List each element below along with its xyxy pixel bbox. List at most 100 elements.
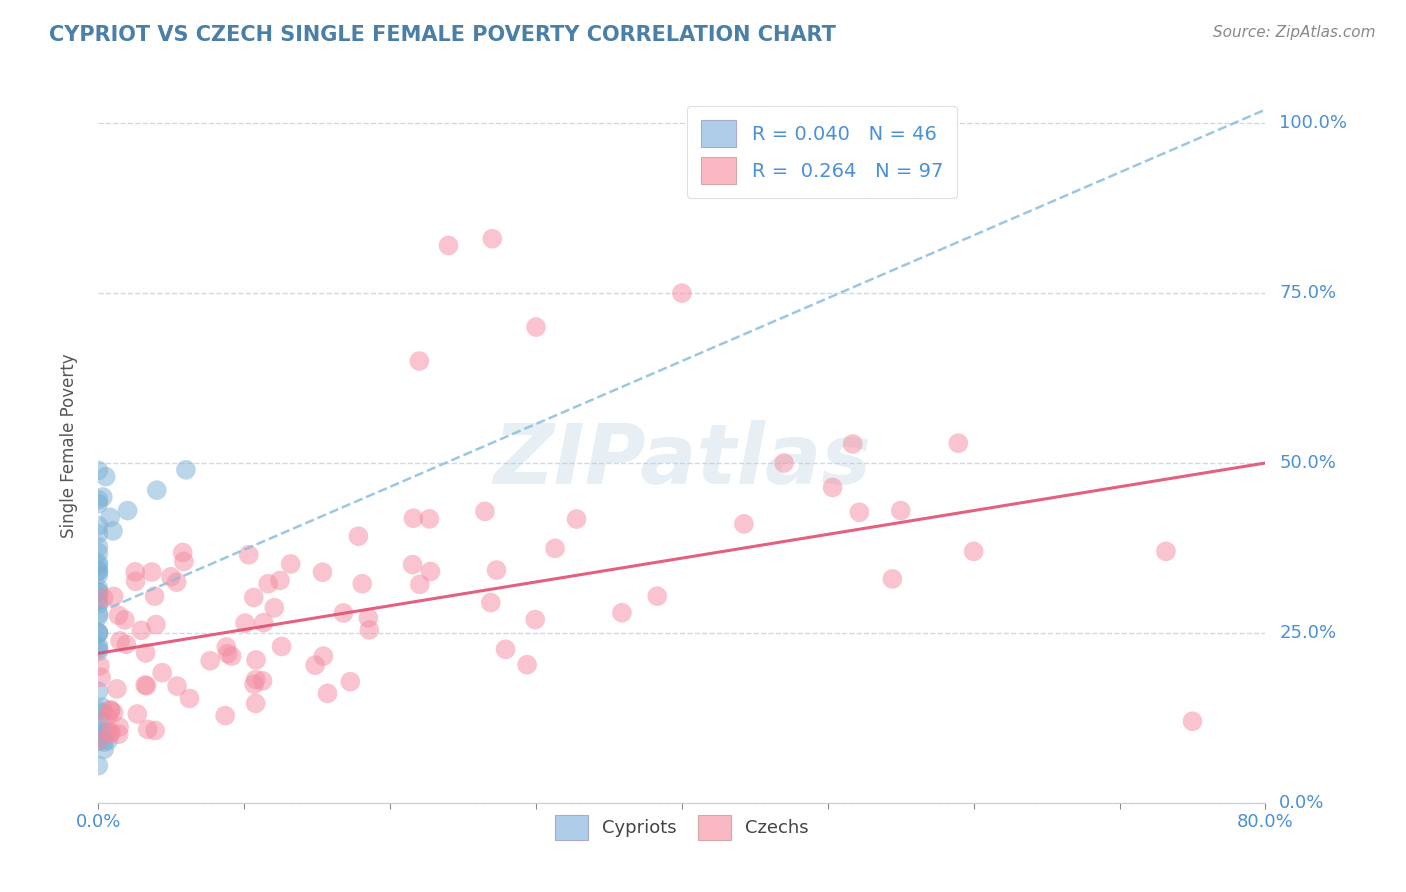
- Point: [87, 540, 110, 554]
- Point: [304, 658, 326, 673]
- Point: [419, 565, 441, 579]
- Point: [114, 613, 136, 627]
- Point: [93, 735, 115, 749]
- Text: 25.0%: 25.0%: [1279, 624, 1337, 642]
- Point: [107, 727, 129, 741]
- Point: [98, 510, 121, 524]
- Point: [101, 524, 124, 538]
- Point: [565, 512, 588, 526]
- Point: [87, 497, 110, 511]
- Point: [145, 617, 167, 632]
- Point: [87, 585, 110, 599]
- Point: [87, 518, 110, 533]
- Point: [280, 557, 302, 571]
- Point: [263, 600, 285, 615]
- Text: ZIPatlas: ZIPatlas: [494, 420, 870, 500]
- Point: [91, 490, 114, 504]
- Point: [198, 654, 221, 668]
- Point: [87, 703, 110, 717]
- Point: [408, 354, 430, 368]
- Point: [821, 480, 844, 494]
- Point: [100, 726, 122, 740]
- Point: [316, 686, 339, 700]
- Point: [108, 720, 131, 734]
- Point: [136, 723, 159, 737]
- Point: [96, 709, 118, 723]
- Point: [87, 585, 110, 599]
- Point: [87, 625, 110, 640]
- Point: [87, 591, 110, 605]
- Point: [87, 641, 110, 656]
- Text: 50.0%: 50.0%: [1279, 454, 1336, 472]
- Point: [773, 456, 796, 470]
- Point: [91, 706, 114, 720]
- Point: [87, 558, 110, 573]
- Legend: Cypriots, Czechs: Cypriots, Czechs: [548, 807, 815, 847]
- Point: [103, 590, 125, 604]
- Point: [257, 576, 280, 591]
- Point: [841, 437, 863, 451]
- Point: [93, 591, 115, 605]
- Point: [359, 623, 381, 637]
- Point: [87, 733, 110, 747]
- Point: [166, 575, 188, 590]
- Point: [87, 564, 110, 578]
- Point: [97, 733, 120, 747]
- Point: [215, 640, 238, 654]
- Point: [87, 607, 110, 622]
- Point: [409, 577, 432, 591]
- Point: [245, 653, 267, 667]
- Point: [479, 596, 502, 610]
- Point: [339, 674, 361, 689]
- Point: [124, 574, 146, 589]
- Point: [357, 611, 380, 625]
- Point: [124, 565, 146, 579]
- Point: [134, 678, 156, 692]
- Point: [245, 673, 267, 687]
- Point: [238, 548, 260, 562]
- Point: [179, 691, 201, 706]
- Point: [87, 758, 110, 772]
- Point: [402, 511, 425, 525]
- Point: [882, 572, 904, 586]
- Point: [311, 566, 333, 580]
- Point: [242, 591, 264, 605]
- Point: [890, 503, 912, 517]
- Point: [645, 589, 668, 603]
- Point: [127, 706, 149, 721]
- Point: [90, 670, 112, 684]
- Point: [107, 608, 129, 623]
- Point: [87, 526, 110, 541]
- Point: [312, 649, 335, 664]
- Point: [87, 625, 110, 640]
- Point: [524, 320, 547, 334]
- Point: [243, 677, 266, 691]
- Point: [481, 232, 503, 246]
- Point: [150, 665, 173, 680]
- Point: [143, 723, 166, 738]
- Point: [1154, 544, 1177, 558]
- Point: [221, 649, 243, 664]
- Point: [96, 725, 118, 739]
- Point: [131, 624, 153, 638]
- Point: [87, 556, 110, 570]
- Point: [233, 616, 256, 631]
- Point: [962, 544, 984, 558]
- Point: [948, 436, 970, 450]
- Point: [1181, 714, 1204, 729]
- Point: [87, 724, 110, 739]
- Point: [90, 714, 112, 728]
- Text: 0.0%: 0.0%: [1279, 794, 1324, 812]
- Point: [217, 647, 239, 661]
- Point: [160, 570, 183, 584]
- Point: [143, 589, 166, 603]
- Point: [87, 597, 110, 611]
- Point: [115, 637, 138, 651]
- Point: [848, 505, 870, 519]
- Point: [418, 512, 440, 526]
- Point: [166, 679, 188, 693]
- Point: [146, 483, 169, 498]
- Point: [671, 286, 693, 301]
- Point: [485, 563, 508, 577]
- Point: [401, 558, 423, 572]
